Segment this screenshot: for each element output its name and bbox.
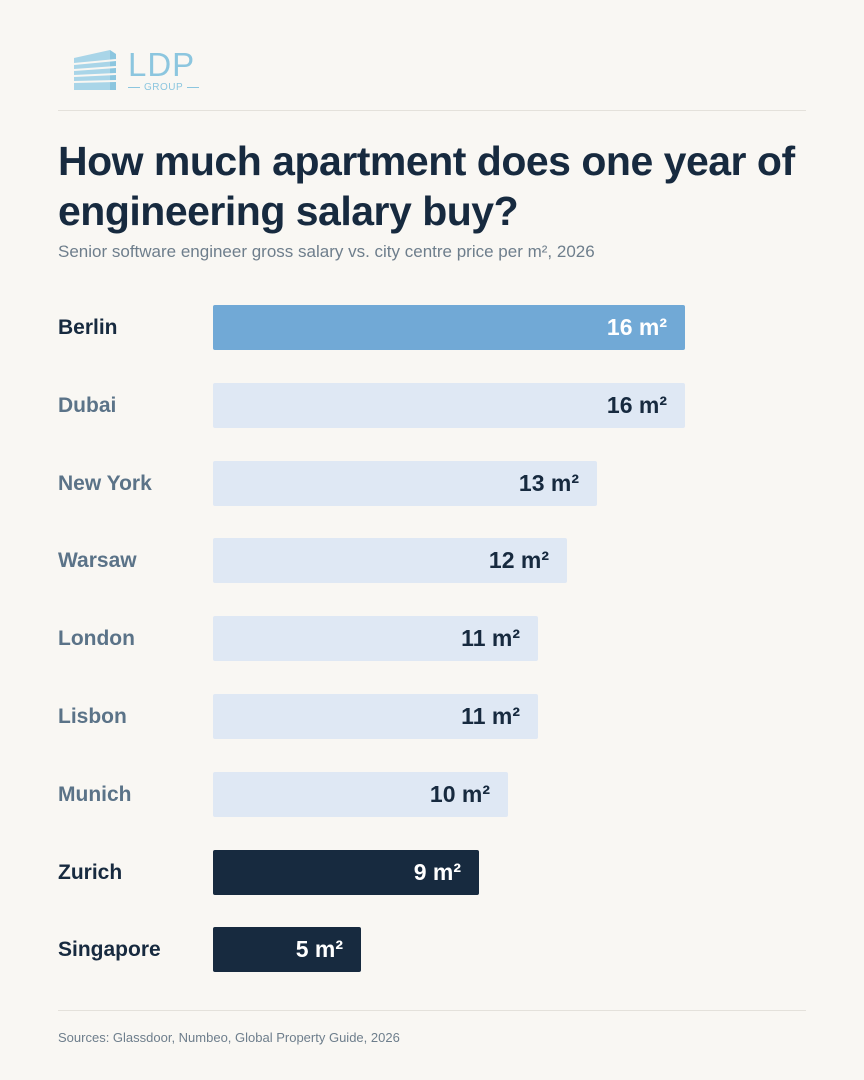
category-label: Berlin [58,316,118,339]
category-label: Lisbon [58,705,127,728]
bar-value-label: 9 m² [413,858,461,885]
bottom-divider [58,1010,806,1011]
category-label: Zurich [58,860,123,884]
bar-value-label: 16 m² [606,391,667,418]
bar: 11 m² [213,694,538,739]
bar: 12 m² [213,538,567,584]
bar: 10 m² [213,771,508,817]
bar-value-label: 10 m² [429,780,490,807]
bar: 13 m² [213,460,597,506]
chart-subtitle: Senior software engineer gross salary vs… [58,242,595,261]
bar-value-label: 12 m² [488,547,549,574]
bar: 9 m² [213,849,479,895]
category-label: London [58,627,135,651]
brand-tagline: GROUP [128,82,208,93]
bar-value-label: 16 m² [606,314,667,340]
bar: 11 m² [213,616,538,662]
category-label: Warsaw [58,549,137,573]
brand-logo: LDP GROUP [70,46,210,94]
category-label: Munich [58,782,132,806]
sources-note: Sources: Glassdoor, Numbeo, Global Prope… [58,1030,400,1045]
bar-value-label: 11 m² [461,625,520,652]
category-label: New York [58,471,152,495]
chart-title: How much apartment does one year of engi… [58,138,795,234]
bar: 16 m² [213,305,685,350]
bar: 16 m² [213,382,685,428]
bar-value-label: 13 m² [518,469,579,496]
bar-value-label: 5 m² [295,936,343,963]
bar: 5 m² [213,927,361,973]
category-label: Dubai [58,393,117,417]
building-logo-icon [73,50,117,90]
category-label: Singapore [58,938,161,962]
brand-name: LDP [128,46,196,83]
bar-value-label: 11 m² [461,703,520,729]
top-divider [58,110,806,111]
